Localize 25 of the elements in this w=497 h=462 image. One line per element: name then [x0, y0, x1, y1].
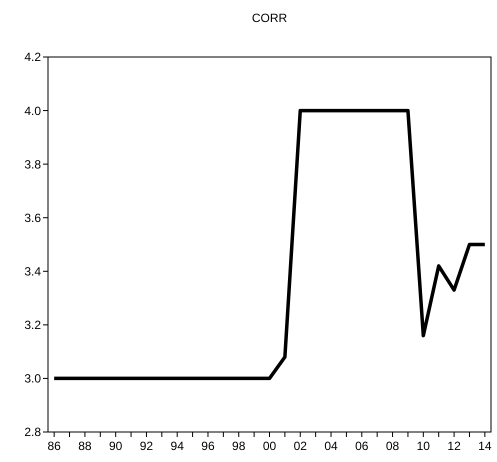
x-tick-label: 88	[78, 439, 92, 453]
y-tick-label: 4.2	[24, 50, 42, 64]
x-tick-label: 90	[109, 439, 123, 453]
x-tick-label: 06	[355, 439, 369, 453]
y-tick-label: 3.2	[24, 318, 42, 332]
x-tick-label: 04	[324, 439, 338, 453]
y-tick-label: 4.0	[24, 104, 42, 118]
x-tick-label: 96	[201, 439, 215, 453]
x-tick-label: 02	[294, 439, 308, 453]
x-tick-label: 98	[232, 439, 246, 453]
x-tick-label: 00	[262, 439, 276, 453]
x-tick-label: 14	[478, 439, 492, 453]
chart-title: CORR	[252, 11, 288, 25]
x-tick-label: 12	[447, 439, 462, 453]
x-tick-label: 94	[170, 439, 184, 453]
x-tick-label: 10	[416, 439, 430, 453]
x-tick-label: 92	[140, 439, 154, 453]
y-tick-label: 3.0	[24, 372, 42, 386]
x-tick-label: 86	[47, 439, 62, 453]
y-tick-label: 3.4	[24, 264, 42, 278]
line-series	[52, 108, 487, 380]
y-tick-label: 2.8	[24, 425, 42, 440]
x-tick-label: 08	[386, 439, 400, 453]
y-tick-label: 3.8	[24, 157, 42, 172]
y-tick-label: 3.6	[24, 210, 42, 225]
